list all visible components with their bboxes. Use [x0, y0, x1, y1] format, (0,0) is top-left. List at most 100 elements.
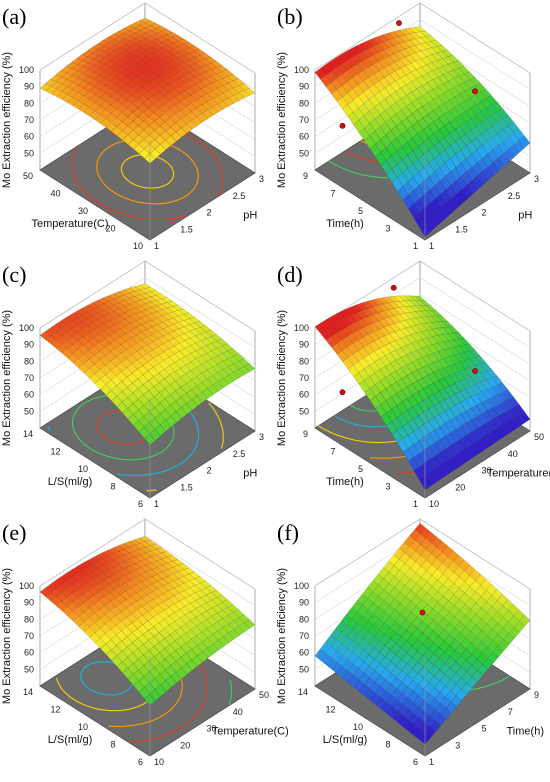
- surface-cell: [98, 330, 111, 340]
- surface-cell: [378, 611, 391, 624]
- surface-cell: [125, 65, 137, 74]
- surface-cell: [487, 651, 499, 664]
- surface-cell: [391, 150, 403, 165]
- surface-cell: [353, 679, 365, 692]
- surface-cell: [367, 54, 380, 65]
- y-tick-label: 6: [138, 757, 143, 767]
- surface-cell: [118, 38, 131, 45]
- x-tick-label: 20: [180, 740, 190, 750]
- surface-cell: [109, 348, 122, 358]
- surface-cell: [83, 368, 96, 379]
- surface-cell: [394, 569, 406, 582]
- surface-cell: [382, 32, 395, 41]
- surface-cell: [367, 306, 379, 315]
- x-tick-label: 1: [429, 241, 434, 251]
- surface-cell: [67, 611, 79, 622]
- design-point: [419, 609, 426, 616]
- x-tick-label: 40: [508, 449, 518, 459]
- surface-cell: [61, 606, 74, 617]
- surface-cell: [399, 574, 411, 586]
- x-tick-label: 1.5: [180, 482, 193, 492]
- surface-cell: [390, 359, 402, 372]
- surface-cell: [133, 680, 145, 693]
- surface-cell: [367, 299, 379, 308]
- surface-cell: [109, 63, 121, 71]
- z-tick-label: 100: [294, 323, 309, 333]
- surface-cell: [123, 292, 136, 299]
- surface-cell: [353, 361, 365, 373]
- y-tick-label: 5: [358, 206, 363, 216]
- z-axis-label: Mo Extraction efficiency (%): [1, 52, 13, 188]
- surface-cell: [383, 316, 396, 326]
- surface-cell: [93, 583, 105, 593]
- surface-cell: [395, 98, 407, 111]
- surface-cell: [336, 96, 349, 110]
- surface-cell: [98, 316, 110, 324]
- surface-cell: [394, 59, 406, 69]
- surface-cell: [98, 57, 110, 65]
- surface-cell: [325, 326, 337, 337]
- z-tick-label: 90: [24, 598, 34, 608]
- x-tick-label: 9: [534, 690, 539, 700]
- surface-cell: [385, 117, 397, 131]
- z-axis-label: Mo Extraction efficiency (%): [1, 568, 13, 704]
- y-tick-label: 12: [50, 447, 60, 457]
- surface-cell: [336, 666, 349, 679]
- surface-cell: [341, 60, 353, 72]
- surface-cell: [357, 337, 370, 348]
- surface-cell: [380, 679, 392, 692]
- surface-cell: [398, 34, 411, 43]
- y-tick-label: 12: [325, 705, 335, 715]
- surface-cell: [390, 91, 402, 103]
- surface-cell: [379, 110, 392, 123]
- surface-cell: [383, 47, 395, 57]
- surface-cell: [81, 305, 94, 313]
- surface-cell: [368, 624, 380, 637]
- surface-cell: [114, 336, 127, 346]
- surface-cell: [109, 69, 121, 78]
- surface-cell: [373, 70, 385, 82]
- y-tick-label: 1: [413, 241, 418, 251]
- surface-cell: [377, 297, 390, 305]
- x-tick-label: 7: [508, 707, 513, 717]
- surface-cell: [368, 73, 380, 85]
- surface-cell: [388, 45, 401, 54]
- surface-cell: [60, 580, 73, 590]
- surface-cell: [434, 691, 446, 704]
- z-tick-label: 100: [294, 581, 309, 591]
- contour-line: [120, 154, 175, 189]
- surface-cell: [378, 589, 390, 601]
- surface-cell: [399, 306, 411, 314]
- surface-cell: [104, 601, 116, 611]
- surface-cell: [346, 57, 358, 68]
- surface-cell: [362, 620, 375, 633]
- surface-cell: [82, 341, 95, 351]
- surface-cell: [124, 52, 137, 60]
- surface-cell: [124, 559, 136, 567]
- surface-cell: [111, 655, 123, 667]
- y-tick-label: 8: [110, 482, 115, 492]
- z-tick-label: 60: [299, 390, 309, 400]
- surface-cell: [384, 616, 396, 628]
- surface-cell: [388, 31, 400, 39]
- surface-cell: [346, 48, 358, 58]
- surface-cell: [108, 566, 121, 575]
- y-axis-label: L/S(ml/g): [48, 734, 93, 746]
- surface-cell: [109, 581, 121, 591]
- x-tick-label: 2.5: [233, 449, 246, 459]
- surface-cell: [122, 657, 134, 669]
- surface-cell: [347, 343, 359, 355]
- surface-cell: [61, 94, 74, 103]
- surface-cell: [98, 588, 111, 597]
- x-tick-label: 1: [429, 757, 434, 767]
- surface-cell: [383, 593, 396, 606]
- surface-cell: [71, 566, 83, 575]
- surface-cell: [363, 77, 375, 89]
- y-tick-label: 6: [413, 757, 418, 767]
- surface-cell: [114, 571, 126, 579]
- surface-cell: [113, 557, 126, 565]
- surface-cell: [396, 121, 408, 135]
- y-tick-label: 10: [133, 241, 143, 251]
- surface-cell: [121, 386, 134, 398]
- surface-cell: [362, 316, 374, 326]
